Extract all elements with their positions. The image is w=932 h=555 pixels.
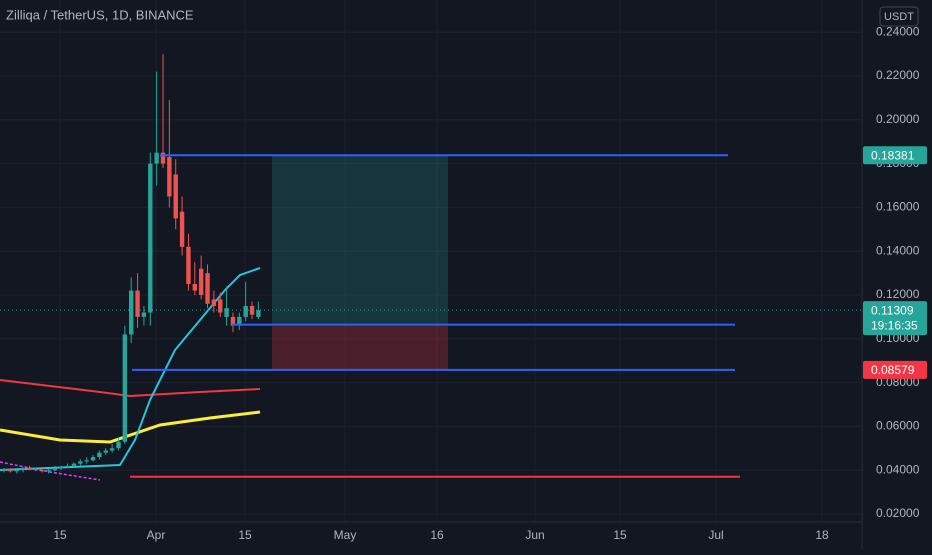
candle-body [135,290,140,317]
y-tick-label: 0.04000 [876,462,920,476]
candle-body [33,469,38,471]
candle-body [160,152,166,164]
candle-body [192,284,197,291]
x-tick-label: Jul [708,528,723,542]
candle-body [186,246,191,285]
profit-zone [272,155,448,325]
x-tick-label: May [334,528,357,542]
chart-title: Zilliqa / TetherUS, 1D, BINANCE [6,7,194,22]
candle-body [129,290,134,335]
candle-body [52,468,58,471]
y-tick-label: 0.22000 [876,68,920,82]
currency[interactable]: USDT [884,11,914,23]
ma-yellow [0,410,261,444]
candle-body [148,163,153,313]
candle-body [173,174,178,219]
candle-body [84,460,89,462]
axis-labels: 0.240000.220000.200000.180000.160000.140… [53,24,927,542]
candle-body [256,310,261,317]
candle-body [78,461,83,464]
x-tick-label: Jun [525,528,544,542]
candle-body [154,152,159,164]
candle-body [218,299,223,313]
price-tag-label: 0.08579 [871,363,915,377]
candle-body [122,334,128,442]
x-tick-label: 15 [53,528,67,542]
candle-body [1,469,7,471]
candle-body [103,450,108,453]
candle-body [8,469,13,472]
candle-body [237,316,242,326]
x-tick-label: 18 [815,528,829,542]
candle-body [39,470,45,472]
candle-body [59,466,64,469]
x-tick-label: 15 [613,528,627,542]
last-price-label: 0.11309 [871,303,914,317]
ma-pink [0,461,101,481]
candle-body [71,463,77,466]
candle-body [109,448,115,451]
x-tick-label: Apr [147,528,166,542]
currency-box[interactable] [879,6,919,27]
position-zone [272,155,448,370]
ma-teal [0,267,261,471]
x-tick-label: 15 [238,528,252,542]
y-tick-label: 0.16000 [876,200,920,214]
candle-body [20,468,26,471]
candle-body [116,441,121,449]
y-tick-label: 0.02000 [876,506,920,520]
candle-body [141,312,147,317]
candle-body [243,305,248,317]
candle-body [205,273,210,304]
candle-body [211,299,217,306]
candle-body [230,316,236,326]
x-tick-label: 16 [430,528,444,542]
candle-body [97,452,102,458]
plot [0,54,862,478]
y-tick-label: 0.06000 [876,419,920,433]
candle-body [14,470,19,472]
candle-body [198,268,204,295]
price-axis [862,0,932,550]
candle-body [167,157,172,197]
y-tick-label: 0.20000 [876,112,920,126]
last-price-tag [863,301,927,336]
candle-body [46,470,51,472]
countdown: 19:16:35 [871,318,918,332]
price-tag [863,360,927,379]
price-tag [863,146,927,165]
candle-body [90,457,96,461]
ma-red [0,379,261,398]
y-tick-label: 0.12000 [876,287,920,301]
grid [0,0,862,522]
y-tick-label: 0.24000 [876,24,920,38]
candle-body [179,211,185,247]
candle-body [224,308,229,317]
loss-zone [272,324,448,370]
y-tick-label: 0.14000 [876,243,920,257]
price-tag-label: 0.18381 [871,148,915,162]
candle-body [65,465,70,467]
candle-body [27,468,32,470]
